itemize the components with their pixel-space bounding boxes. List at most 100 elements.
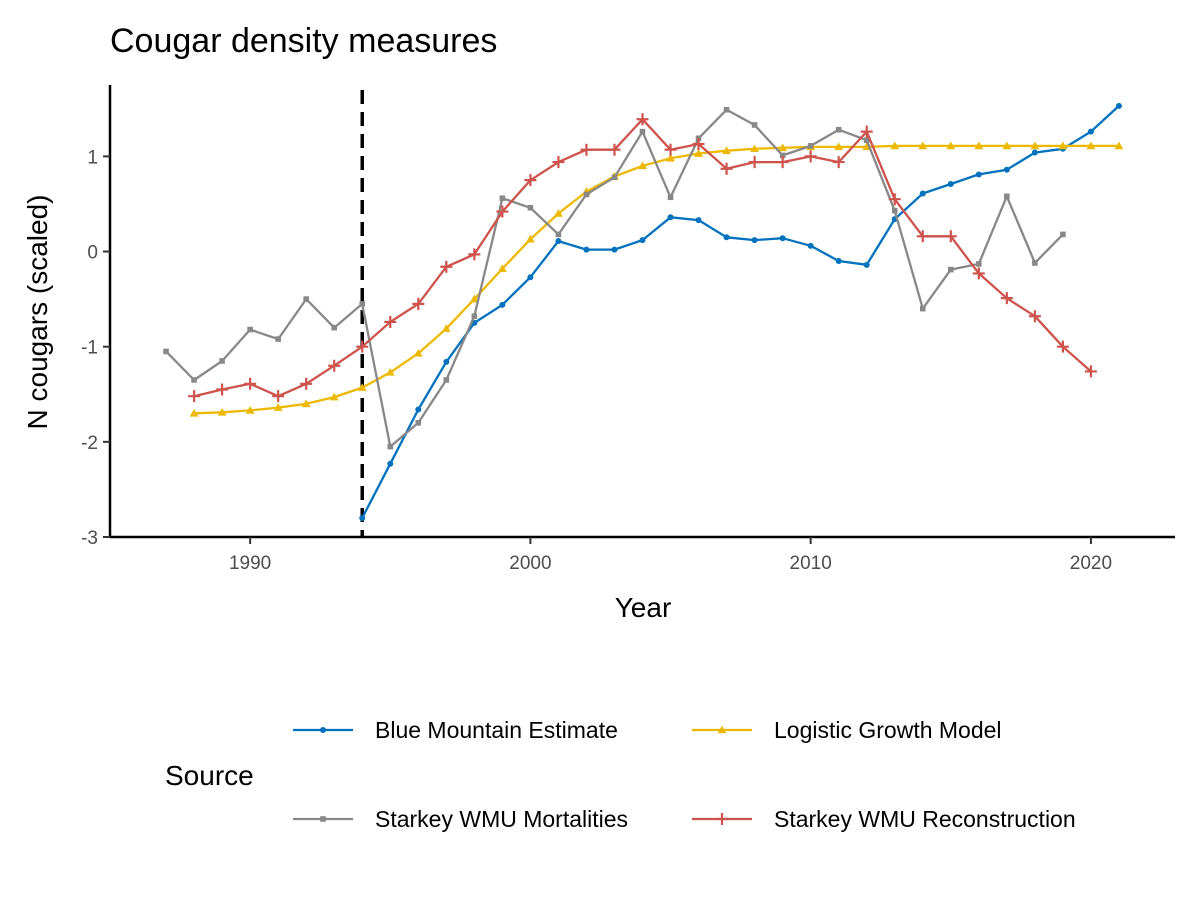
legend-label: Starkey WMU Mortalities xyxy=(375,806,628,832)
data-point xyxy=(975,171,982,178)
data-point xyxy=(443,358,450,365)
series-line xyxy=(361,105,1120,519)
data-point xyxy=(976,261,982,267)
data-point xyxy=(723,234,730,241)
data-point xyxy=(779,235,786,242)
series-4 xyxy=(188,113,1097,403)
data-point xyxy=(441,324,451,332)
series-3 xyxy=(163,106,1066,450)
data-point xyxy=(189,408,199,417)
x-tick-label: 2020 xyxy=(1070,553,1112,574)
data-point xyxy=(722,146,731,154)
data-point xyxy=(776,156,789,169)
data-point xyxy=(359,301,366,307)
data-point xyxy=(499,301,506,308)
data-point xyxy=(387,460,394,467)
legend-item-2: Logistic Growth Model xyxy=(692,717,1002,743)
y-tick-label: -3 xyxy=(81,528,98,549)
legend-title: Source xyxy=(165,760,254,791)
data-point xyxy=(918,141,928,150)
series-line xyxy=(165,108,1064,448)
data-point xyxy=(413,348,423,357)
data-point xyxy=(275,336,281,342)
series-line xyxy=(194,144,1119,415)
data-point xyxy=(188,390,201,403)
data-point xyxy=(244,377,257,390)
data-point xyxy=(555,231,562,238)
data-point xyxy=(666,153,675,162)
data-point xyxy=(527,274,534,281)
data-point xyxy=(751,122,758,128)
data-point xyxy=(1114,141,1124,150)
legend-label: Blue Mountain Estimate xyxy=(375,717,618,743)
legend: Source Blue Mountain Estimate Logistic Gr… xyxy=(165,717,1076,832)
data-point xyxy=(835,258,842,265)
data-point xyxy=(667,214,674,221)
data-point xyxy=(608,143,621,156)
plot-area xyxy=(163,90,1124,537)
data-point xyxy=(357,383,367,391)
axes: 1990 2000 2010 2020 -3 -2 -1 0 1 xyxy=(81,85,1175,574)
data-point xyxy=(440,260,453,273)
data-point xyxy=(807,143,814,149)
data-point xyxy=(1030,141,1040,150)
data-point xyxy=(1087,128,1094,135)
data-point xyxy=(245,406,255,414)
data-point xyxy=(667,194,674,201)
y-tick-label: -2 xyxy=(81,433,98,454)
legend-key-marker xyxy=(320,727,326,733)
data-point xyxy=(191,377,197,383)
data-point xyxy=(273,403,283,411)
data-point xyxy=(863,137,870,143)
data-point xyxy=(974,141,984,150)
data-point xyxy=(555,238,562,245)
data-point xyxy=(219,358,225,364)
data-point xyxy=(779,152,786,159)
y-tick-label: 1 xyxy=(87,147,98,168)
data-point xyxy=(834,142,844,151)
data-point xyxy=(217,407,227,416)
data-point xyxy=(583,246,590,253)
data-point xyxy=(947,266,954,273)
data-point xyxy=(860,125,873,138)
data-point xyxy=(863,261,870,268)
data-point xyxy=(972,267,985,280)
data-point xyxy=(163,348,169,355)
data-point xyxy=(944,230,957,243)
series-line xyxy=(193,118,1092,398)
data-point xyxy=(524,174,537,187)
data-point xyxy=(1031,149,1038,156)
data-point xyxy=(552,156,565,169)
data-point xyxy=(720,162,733,175)
data-point xyxy=(496,205,509,218)
series-1 xyxy=(359,102,1122,521)
data-point xyxy=(412,297,425,310)
data-point xyxy=(751,237,758,244)
data-point xyxy=(384,315,397,328)
data-point xyxy=(748,156,761,169)
x-tick-label: 1990 xyxy=(229,553,271,574)
data-point xyxy=(1002,141,1012,150)
data-point xyxy=(778,143,788,152)
data-point xyxy=(525,234,535,243)
data-point xyxy=(583,191,590,198)
data-point xyxy=(611,246,618,253)
data-point xyxy=(1004,193,1010,200)
data-point xyxy=(247,326,253,333)
data-point xyxy=(300,377,313,390)
data-point xyxy=(1003,166,1010,173)
data-point xyxy=(692,137,705,150)
data-point xyxy=(888,193,901,206)
data-point xyxy=(807,242,814,249)
legend-item-3: Starkey WMU Mortalities xyxy=(293,806,628,832)
data-point xyxy=(919,190,926,197)
data-point xyxy=(216,383,229,396)
data-point xyxy=(1115,102,1122,109)
data-point xyxy=(1056,340,1069,353)
data-point xyxy=(1084,365,1097,378)
data-point xyxy=(723,106,730,113)
data-point xyxy=(385,367,395,376)
data-point xyxy=(1058,141,1068,150)
data-point xyxy=(471,313,478,320)
